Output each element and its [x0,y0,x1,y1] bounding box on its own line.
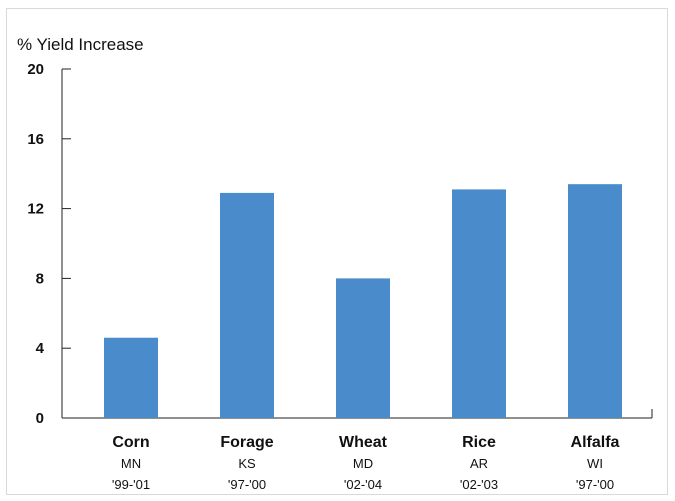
y-tick-label: 20 [27,61,44,78]
year-range-label: '97-'00 [576,477,614,492]
state-label: AR [470,456,488,471]
y-tick-label: 12 [27,201,44,218]
bar [104,337,158,418]
state-label: MN [121,456,141,471]
labels: Corn MN '99-'01 Forage KS '97-'00 Wheat MD '02-'… [112,434,620,492]
bar [336,278,390,418]
y-tick-label: 0 [36,410,44,427]
y-tick-label: 4 [36,340,45,357]
year-range-label: '02-'03 [460,477,498,492]
state-label: KS [238,456,256,471]
state-label: MD [353,456,373,471]
axes: 0 4 8 12 16 20 [27,61,653,427]
y-axis-title: % Yield Increase [17,35,144,54]
bars [104,184,622,418]
year-range-label: '02-'04 [344,477,382,492]
category-label: Forage [220,434,273,451]
category-label: Alfalfa [571,434,620,451]
bar [220,192,274,418]
chart-frame [6,8,668,495]
bar [452,189,506,418]
y-tick-label: 16 [27,131,44,148]
year-range-label: '99-'01 [112,477,150,492]
bar [568,184,622,418]
category-label: Wheat [339,434,388,451]
y-tick-label: 8 [36,270,44,287]
category-label: Corn [112,434,149,451]
year-range-label: '97-'00 [228,477,266,492]
state-label: WI [587,456,603,471]
category-label: Rice [462,434,496,451]
